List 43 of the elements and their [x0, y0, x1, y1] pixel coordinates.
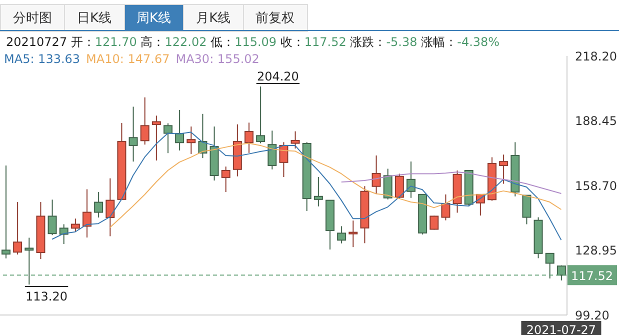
candlestick	[499, 154, 508, 184]
candlestick	[383, 168, 392, 200]
candlestick	[2, 164, 10, 259]
candlestick	[348, 220, 358, 248]
candlestick	[106, 178, 115, 237]
candlestick	[314, 176, 323, 207]
annotation: 204.20	[256, 69, 299, 84]
candlestick	[372, 154, 381, 194]
candlestick	[290, 130, 300, 149]
y-tick-label: 188.45	[575, 114, 617, 128]
candlestick	[59, 224, 68, 245]
y-tick-label: 99.20	[575, 308, 610, 322]
y-tick-label: 218.20	[575, 49, 617, 64]
candlestick	[406, 161, 416, 198]
candlestick	[186, 126, 196, 154]
candlestick	[244, 122, 254, 154]
x-tick-label: 2021-07-27	[526, 323, 596, 335]
annotation: 113.20	[26, 290, 68, 304]
text: MA30: 155.02	[176, 52, 260, 66]
candlestick	[94, 192, 104, 218]
candlestick	[13, 202, 22, 255]
ref-line-label: 117.52	[571, 269, 613, 284]
candlestick	[140, 96, 150, 146]
text: MA10: 147.67	[86, 52, 170, 66]
candlestick	[522, 194, 532, 225]
candlestick	[441, 194, 450, 221]
y-tick-label: 128.95	[575, 244, 617, 258]
candlestick	[256, 86, 266, 144]
candlestick	[152, 115, 161, 161]
candlestick	[128, 106, 138, 162]
candlestick	[268, 130, 277, 170]
candlestick	[221, 166, 230, 193]
tab-bar: 分时图 日K线 周K线 月K线 前复权	[0, 4, 307, 32]
candlestick	[48, 199, 57, 236]
candlestick	[430, 215, 439, 230]
candlestick	[164, 122, 172, 154]
candlestick	[70, 218, 80, 232]
y-tick-label: 158.70	[575, 178, 617, 193]
candlestick	[175, 109, 184, 151]
text: 20210727 开：121.70 高：122.02 低：115.09 收：117.52 涨跌：-5.38 涨幅：-4.38%	[6, 35, 500, 49]
candlestick	[82, 188, 92, 238]
text: MA5: 133.63	[4, 52, 80, 66]
candlestick	[337, 226, 346, 244]
